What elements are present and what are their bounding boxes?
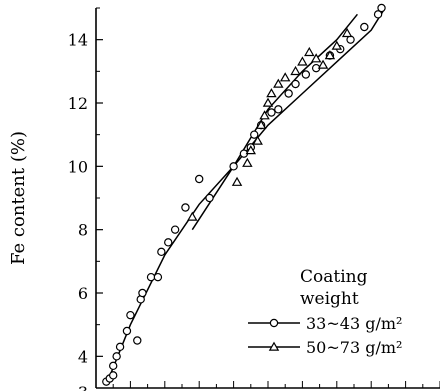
data-point-triangle xyxy=(331,40,343,50)
data-point-triangle xyxy=(273,78,284,88)
data-point-circle xyxy=(133,336,142,345)
y-tick-label: 4 xyxy=(78,347,88,366)
data-point-triangle xyxy=(304,46,315,57)
data-point-circle xyxy=(373,10,383,19)
data-point-circle xyxy=(250,130,259,139)
data-point-triangle xyxy=(279,72,291,82)
data-point-circle xyxy=(164,238,173,247)
data-point-circle xyxy=(377,3,386,13)
data-point-circle xyxy=(284,89,293,98)
data-point-circle xyxy=(126,310,135,320)
data-point-triangle xyxy=(297,56,308,66)
data-point-circle xyxy=(291,79,300,89)
data-point-circle xyxy=(170,225,180,234)
data-point-circle xyxy=(274,105,283,114)
y-tick-label-partial: 3 xyxy=(78,383,88,391)
data-point-triangle xyxy=(255,119,267,129)
data-point-circle xyxy=(267,108,276,117)
y-axis-title: Fe content (%) xyxy=(8,131,29,265)
y-tick-label: 6 xyxy=(78,284,88,303)
data-point-circle xyxy=(108,371,118,380)
data-point-triangle xyxy=(259,110,270,120)
axis-labels: 4 6 8 10 12 14 3 Fe content (%) xyxy=(8,31,88,391)
data-point-triangle xyxy=(262,97,274,107)
data-point-circle xyxy=(138,288,147,298)
data-point-circle xyxy=(157,247,166,257)
legend-title: Coating xyxy=(300,267,368,287)
data-point-circle xyxy=(122,326,132,336)
legend-marker-triangle xyxy=(268,341,280,351)
data-point-triangle xyxy=(290,65,301,76)
data-point-circle xyxy=(346,35,355,44)
data-point-circle xyxy=(112,352,121,361)
data-point-triangle xyxy=(231,176,243,186)
data-point-triangle xyxy=(266,88,277,98)
y-tick-label: 8 xyxy=(78,221,88,240)
data-point-triangle xyxy=(324,50,336,60)
y-tick-label: 14 xyxy=(68,31,88,50)
data-point-circle xyxy=(108,361,118,371)
data-point-triangle xyxy=(187,211,198,221)
y-tick-label: 10 xyxy=(68,157,88,176)
fit-curve-50-73 xyxy=(191,13,358,231)
legend-label: 33~43 g/m² xyxy=(306,314,402,333)
data-point-triangle xyxy=(341,27,353,38)
data-point-triangle xyxy=(252,135,263,145)
data-point-circle xyxy=(146,272,156,282)
data-point-circle xyxy=(153,272,163,282)
data-point-circle xyxy=(205,193,214,203)
data-point-triangle xyxy=(242,157,253,167)
data-point-circle xyxy=(360,22,369,32)
axes xyxy=(95,7,440,389)
legend-title: weight xyxy=(300,289,359,309)
data-point-triangle xyxy=(245,145,257,155)
data-point-triangle xyxy=(317,59,329,69)
data-points xyxy=(102,3,386,386)
legend-label: 50~73 g/m² xyxy=(306,338,402,357)
data-point-circle xyxy=(301,70,311,79)
data-point-circle xyxy=(194,174,204,184)
y-tick-label: 12 xyxy=(68,94,88,113)
data-point-circle xyxy=(181,203,190,212)
legend-marker-circle xyxy=(269,318,279,328)
data-point-circle xyxy=(115,342,125,352)
data-point-triangle xyxy=(310,53,322,63)
data-point-circle xyxy=(229,162,238,171)
